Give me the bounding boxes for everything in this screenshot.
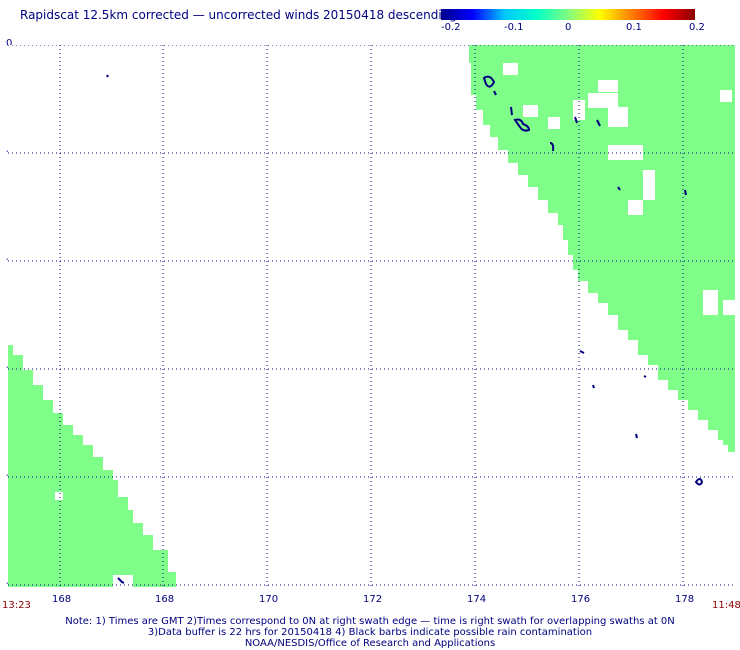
island (643, 375, 647, 378)
colorbar (441, 9, 695, 20)
island (694, 478, 704, 486)
island (574, 116, 578, 124)
colorbar-tick: 0.1 (626, 22, 642, 33)
x-tick-label: 168 (52, 594, 72, 605)
island (117, 577, 125, 584)
start-time: 13:23 (2, 600, 31, 611)
colorbar-tick: 0 (565, 22, 572, 33)
x-tick-label: 178 (675, 594, 695, 605)
x-tick-label: 170 (259, 594, 279, 605)
island (617, 186, 621, 191)
x-tick-label: 168 (155, 594, 175, 605)
x-tick-label: 174 (467, 594, 487, 605)
island (482, 75, 496, 88)
island (596, 119, 601, 127)
island (510, 106, 513, 116)
wind-map (8, 45, 735, 587)
island (513, 118, 531, 132)
note-line: 3)Data buffer is 22 hrs for 20150418 4) … (147, 627, 593, 638)
note-credit: NOAA/NESDIS/Office of Research and Appli… (244, 638, 496, 649)
end-time: 11:48 (712, 600, 740, 611)
colorbar-tick: -0.1 (504, 22, 524, 33)
note-line: Note: 1) Times are GMT 2)Times correspon… (65, 616, 675, 627)
island (493, 90, 497, 96)
colorbar-tick: -0.2 (441, 22, 461, 33)
island (579, 350, 585, 354)
island (549, 142, 555, 152)
island (106, 74, 109, 78)
island (592, 384, 595, 389)
island (684, 189, 687, 196)
y-tick-label: 0 (6, 38, 13, 49)
map-title: Rapidscat 12.5km corrected — uncorrected… (20, 8, 457, 22)
islands (106, 74, 704, 584)
east-swath (469, 45, 735, 452)
x-tick-label: 176 (571, 594, 591, 605)
x-tick-label: 172 (363, 594, 383, 605)
colorbar-tick: 0.2 (689, 22, 705, 33)
island (635, 433, 638, 439)
